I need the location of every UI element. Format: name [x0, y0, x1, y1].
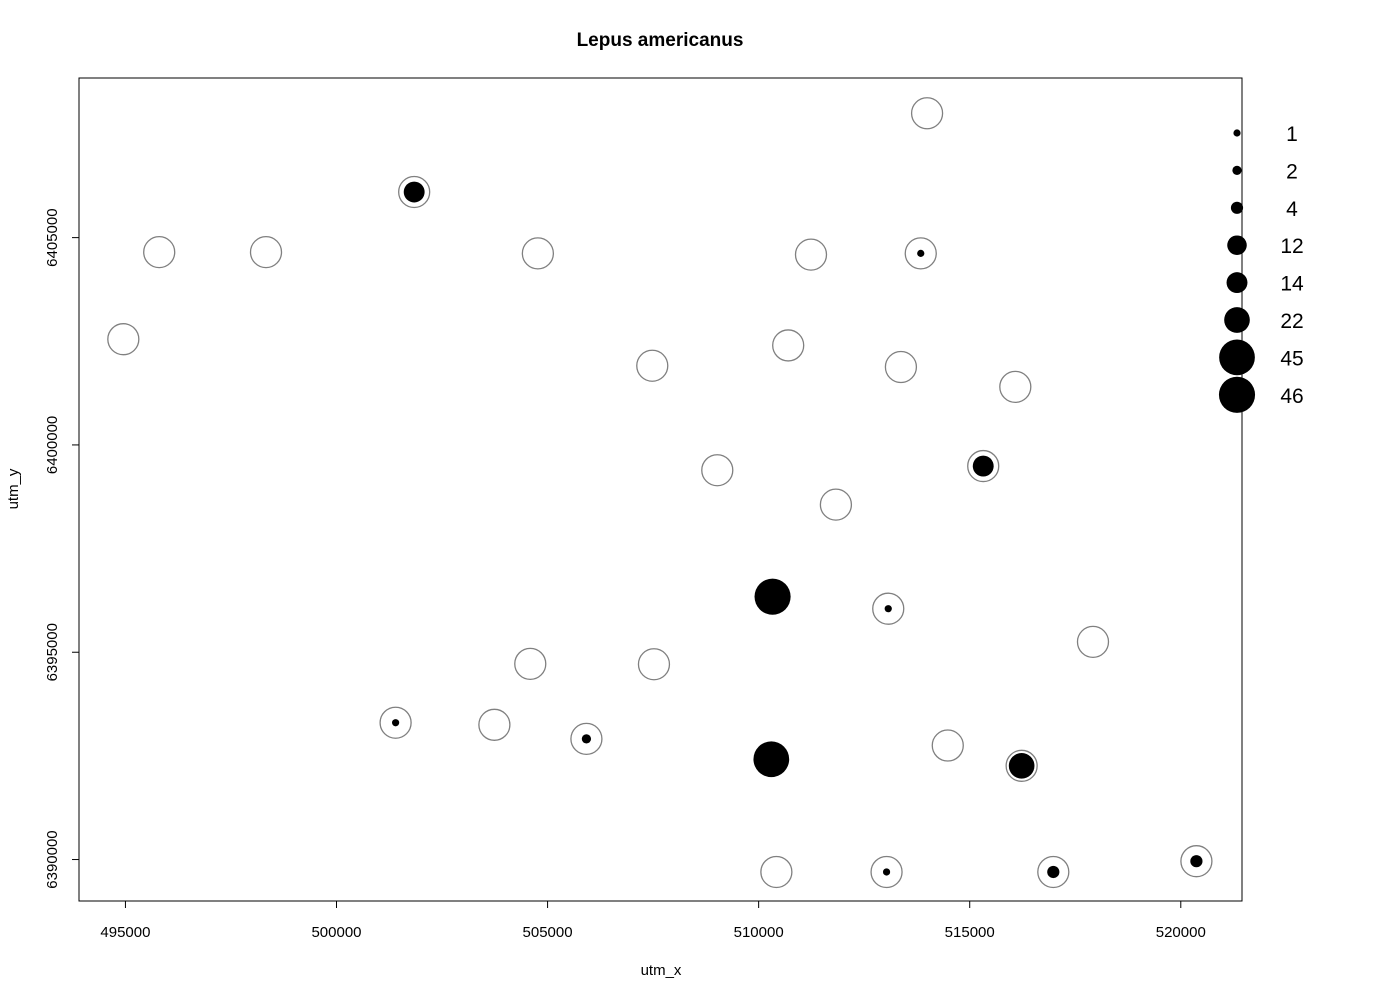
- legend-symbol: [1233, 129, 1241, 137]
- site-marker: [514, 647, 547, 680]
- chart-title: Lepus americanus: [577, 30, 744, 51]
- abundance-point: [882, 868, 891, 876]
- legend-label: 45: [1280, 347, 1303, 370]
- abundance-point: [1008, 753, 1035, 779]
- site-marker: [1076, 625, 1110, 659]
- site-marker: [701, 454, 734, 487]
- site-marker: [999, 370, 1032, 404]
- site-marker: [772, 329, 805, 362]
- legend-label: 22: [1280, 310, 1303, 333]
- site-marker: [872, 592, 905, 625]
- abundance-point: [392, 719, 400, 727]
- legend-label: 4: [1286, 198, 1298, 221]
- abundance-point: [1047, 865, 1060, 879]
- legend-symbol: [1230, 201, 1244, 214]
- site-marker: [521, 237, 555, 270]
- site-marker: [107, 323, 140, 356]
- y-tick-label: 6400000: [44, 416, 61, 474]
- legend-symbol: [1219, 339, 1255, 376]
- site-marker: [1180, 845, 1213, 878]
- x-tick-label: 515000: [945, 924, 995, 941]
- y-tick-label: 6390000: [44, 830, 61, 888]
- site-marker: [794, 238, 828, 271]
- abundance-point: [917, 249, 925, 257]
- site-marker: [636, 349, 669, 382]
- x-tick-label: 495000: [100, 924, 150, 941]
- legend-label: 46: [1280, 385, 1303, 408]
- abundance-point: [754, 578, 791, 615]
- legend-symbol: [1226, 272, 1248, 294]
- site-marker: [379, 706, 412, 739]
- abundance-point: [753, 741, 790, 778]
- legend-symbol: [1227, 235, 1247, 255]
- site-marker: [143, 235, 176, 269]
- site-marker: [884, 350, 918, 384]
- abundance-point: [884, 605, 892, 613]
- y-axis-label: utm_y: [5, 468, 22, 509]
- legend-symbol: [1218, 376, 1256, 413]
- site-marker: [1005, 749, 1038, 782]
- site-marker: [967, 449, 1000, 483]
- legend-label: 1: [1286, 123, 1298, 146]
- legend-symbol: [1224, 307, 1250, 333]
- legend-label: 2: [1286, 160, 1298, 183]
- y-tick-label: 6395000: [44, 623, 61, 681]
- site-marker: [398, 175, 431, 209]
- plot-frame: [78, 77, 1243, 902]
- x-axis-label: utm_x: [641, 962, 682, 979]
- abundance-point: [972, 455, 994, 477]
- y-axis: 6390000 6395000 6400000 6405000: [44, 208, 80, 889]
- site-marker: [478, 708, 511, 741]
- site-marker: [819, 488, 853, 521]
- x-tick-label: 510000: [734, 924, 784, 941]
- x-tick-label: 500000: [311, 924, 361, 941]
- x-tick-label: 520000: [1156, 924, 1206, 941]
- site-marker: [249, 235, 283, 269]
- legend-symbol: [1232, 165, 1242, 176]
- site-marker: [1037, 855, 1070, 889]
- abundance-point: [581, 734, 592, 744]
- y-tick-label: 6405000: [44, 208, 61, 266]
- site-marker: [637, 648, 671, 681]
- site-marker: [870, 855, 903, 889]
- site-marker: [910, 97, 944, 130]
- legend-label: 14: [1280, 273, 1304, 296]
- survey-sites: [107, 97, 1213, 889]
- x-axis: 495000 500000 505000 510000 515000 520000: [100, 900, 1206, 941]
- x-tick-label: 505000: [523, 924, 573, 941]
- site-marker: [760, 855, 793, 889]
- abundance-point: [403, 181, 425, 203]
- site-marker: [904, 237, 937, 270]
- legend-label: 12: [1280, 235, 1303, 258]
- site-marker: [570, 722, 603, 756]
- site-marker: [931, 729, 964, 762]
- abundance-point: [1190, 855, 1203, 868]
